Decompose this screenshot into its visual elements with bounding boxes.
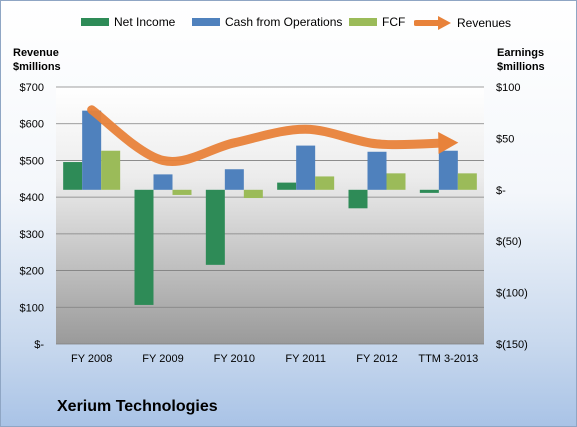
left-axis-tick-label: $300 bbox=[20, 229, 44, 241]
left-axis-tick-label: $200 bbox=[20, 266, 44, 278]
legend-net-income: Net Income bbox=[81, 15, 175, 29]
x-axis-tick-label: FY 2010 bbox=[214, 353, 255, 365]
legend-fcf: FCF bbox=[349, 15, 405, 29]
right-axis-tick-label: $(100) bbox=[496, 288, 528, 300]
bar-cash-from-operations bbox=[367, 151, 387, 190]
legend-revenues: Revenues bbox=[414, 15, 511, 31]
legend-swatch-net-income bbox=[81, 18, 109, 26]
bar-cash-from-operations bbox=[82, 110, 102, 190]
right-axis-title-line2: $millions bbox=[497, 61, 545, 73]
plot-background bbox=[56, 87, 484, 344]
bar-net-income bbox=[205, 189, 225, 265]
bar-net-income bbox=[419, 189, 439, 193]
bar-fcf bbox=[386, 173, 406, 190]
revenues-point bbox=[305, 128, 307, 130]
bar-net-income bbox=[63, 162, 83, 190]
legend: Net Income Cash from Operations FCF Reve… bbox=[1, 15, 576, 35]
left-axis-title-line1: Revenue bbox=[13, 47, 59, 59]
left-axis-tick-label: $100 bbox=[20, 302, 44, 314]
bar-fcf bbox=[315, 176, 335, 190]
left-axis-tick-label: $400 bbox=[20, 192, 44, 204]
x-axis-tick-label: FY 2011 bbox=[285, 353, 326, 365]
left-axis-tick-label: $600 bbox=[20, 119, 44, 131]
x-axis-tick-label: FY 2008 bbox=[71, 353, 112, 365]
legend-label-net-income: Net Income bbox=[114, 15, 176, 29]
right-axis-tick-label: $(50) bbox=[496, 236, 522, 248]
bar-cash-from-operations bbox=[296, 145, 316, 190]
legend-swatch-cash-from-operations bbox=[192, 18, 220, 26]
right-axis-tick-label: $- bbox=[496, 185, 506, 197]
bar-cash-from-operations bbox=[224, 169, 244, 190]
legend-label-revenues: Revenues bbox=[457, 16, 512, 30]
left-axis-tick-label: $700 bbox=[20, 82, 44, 94]
revenues-point bbox=[376, 143, 378, 145]
right-axis-tick-label: $(150) bbox=[496, 339, 528, 351]
revenues-point bbox=[447, 142, 449, 144]
right-axis-title-line1: Earnings bbox=[497, 47, 545, 59]
left-axis-tick-label: $- bbox=[34, 339, 44, 351]
x-axis-tick-label: TTM 3-2013 bbox=[418, 353, 478, 365]
bar-net-income bbox=[348, 189, 368, 209]
bar-fcf bbox=[101, 150, 121, 190]
bar-cash-from-operations bbox=[438, 150, 458, 190]
revenues-line bbox=[87, 105, 453, 166]
bar-net-income bbox=[277, 182, 297, 190]
bar-fcf bbox=[243, 189, 263, 199]
right-axis-title: Earnings $millions bbox=[497, 46, 545, 74]
legend-cash-from-operations: Cash from Operations bbox=[192, 15, 342, 29]
revenues-point bbox=[233, 142, 235, 144]
company-name: Xerium Technologies bbox=[57, 398, 218, 415]
bar-cash-from-operations bbox=[153, 174, 173, 190]
revenues-point bbox=[91, 109, 93, 111]
left-axis-tick-label: $500 bbox=[20, 155, 44, 167]
legend-arrow-icon bbox=[414, 16, 451, 30]
legend-swatch-fcf bbox=[349, 18, 377, 26]
right-axis-tick-label: $100 bbox=[496, 82, 520, 94]
right-axis-tick-label: $50 bbox=[496, 133, 514, 145]
bar-fcf bbox=[172, 189, 192, 195]
revenues-point bbox=[162, 159, 164, 161]
legend-label-fcf: FCF bbox=[382, 15, 406, 29]
x-axis-tick-label: FY 2009 bbox=[142, 353, 183, 365]
bar-fcf bbox=[457, 173, 477, 190]
bar-net-income bbox=[134, 189, 154, 305]
left-axis-title-line2: $millions bbox=[13, 61, 61, 73]
legend-label-cash-from-operations: Cash from Operations bbox=[225, 15, 343, 29]
left-axis-title: Revenue $millions bbox=[13, 46, 61, 74]
x-axis-tick-label: FY 2012 bbox=[356, 353, 397, 365]
